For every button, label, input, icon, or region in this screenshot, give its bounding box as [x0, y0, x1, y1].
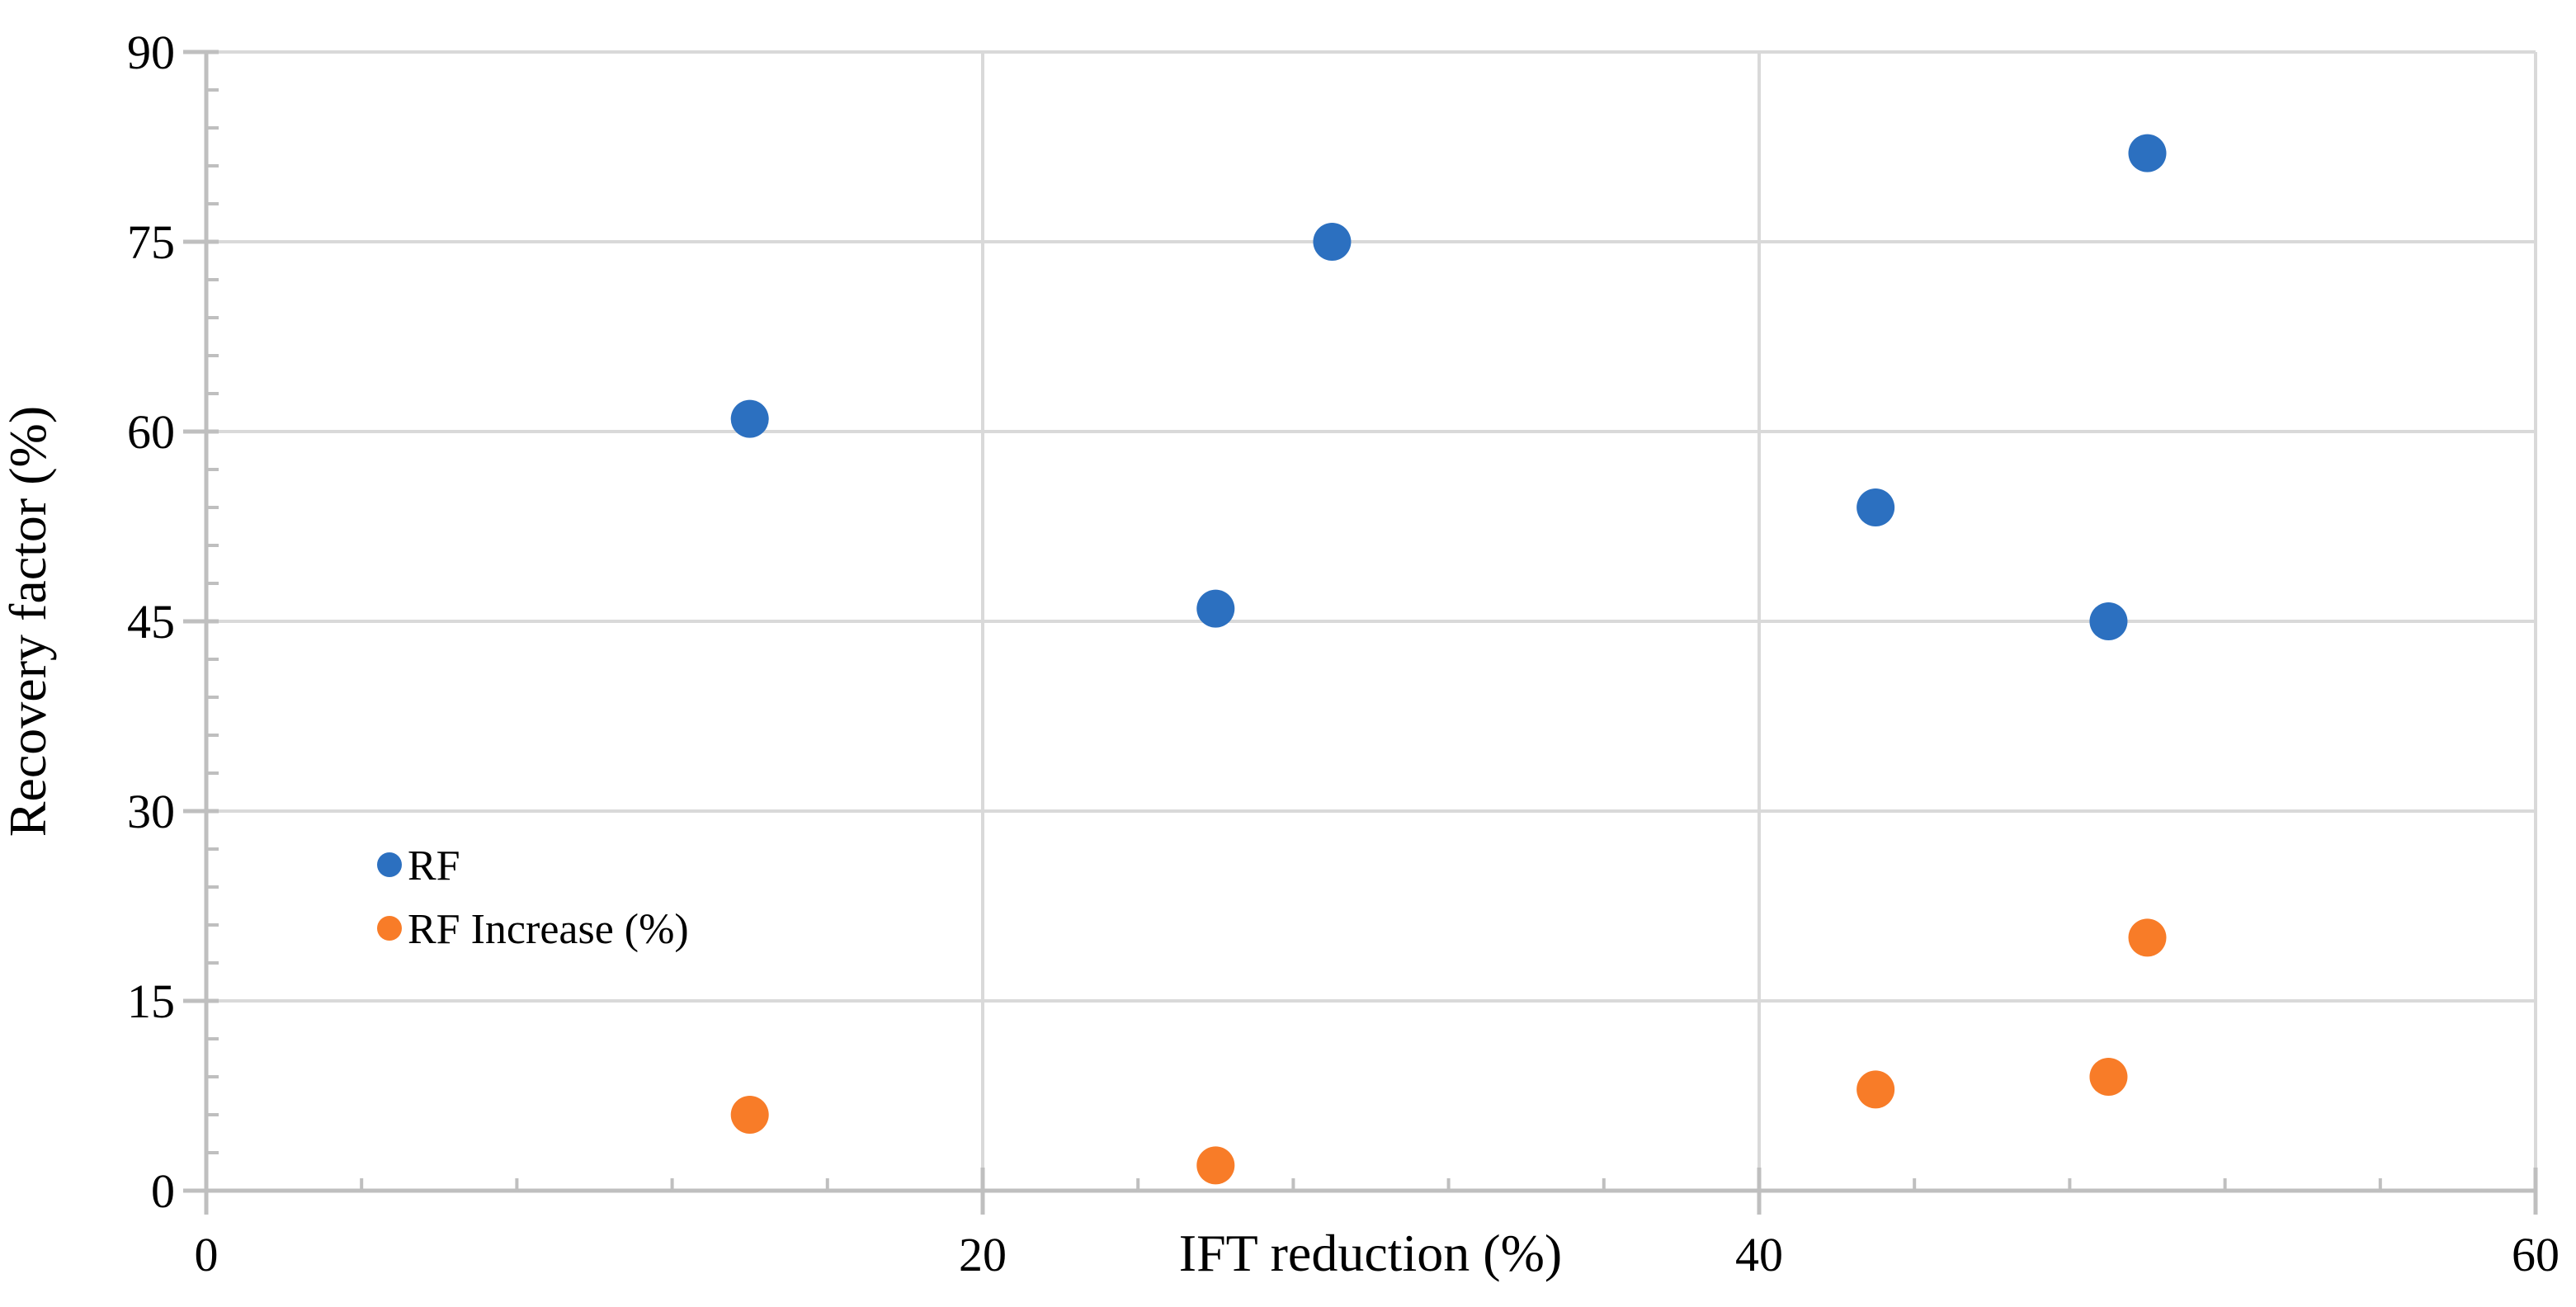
tick-label-layer: 0 20 40 60 0 15 30 45 60 75 90: [127, 26, 2559, 1281]
legend-label-rf-increase: RF Increase (%): [408, 906, 689, 953]
data-point-rf-increase: [730, 1096, 769, 1134]
y-tick-label: 75: [127, 215, 175, 269]
data-point-rf-increase: [1857, 1070, 1895, 1109]
y-axis-title: Recovery factor (%): [0, 406, 57, 837]
data-point-rf-increase: [1196, 1146, 1235, 1185]
x-tick-label: 60: [2512, 1228, 2559, 1281]
point-layer: [730, 134, 2167, 1185]
y-tick-label: 45: [127, 595, 175, 649]
y-tick-label: 90: [127, 26, 175, 79]
grid-layer: [206, 50, 2537, 1191]
y-tick-label: 0: [151, 1164, 175, 1218]
data-point-rf-increase: [2089, 1058, 2128, 1096]
legend-marker-rf-increase: [377, 916, 402, 941]
y-tick-label: 60: [127, 405, 175, 459]
data-point-rf: [1196, 589, 1235, 628]
x-tick-label: 40: [1735, 1228, 1783, 1281]
data-point-rf: [730, 399, 769, 438]
x-tick-label: 0: [195, 1228, 219, 1281]
legend: RF RF Increase (%): [377, 842, 689, 953]
data-point-rf: [2089, 602, 2128, 640]
data-point-rf: [1313, 223, 1352, 261]
legend-label-rf: RF: [408, 842, 460, 889]
legend-marker-rf: [377, 852, 402, 877]
data-point-rf: [1857, 488, 1895, 526]
data-point-rf: [2128, 134, 2167, 172]
y-tick-label: 15: [127, 974, 175, 1028]
tick-layer: [183, 50, 2538, 1215]
data-point-rf-increase: [2128, 918, 2167, 957]
y-tick-label: 30: [127, 785, 175, 838]
x-tick-label: 20: [959, 1228, 1007, 1281]
x-axis-title: IFT reduction (%): [1179, 1224, 1562, 1282]
